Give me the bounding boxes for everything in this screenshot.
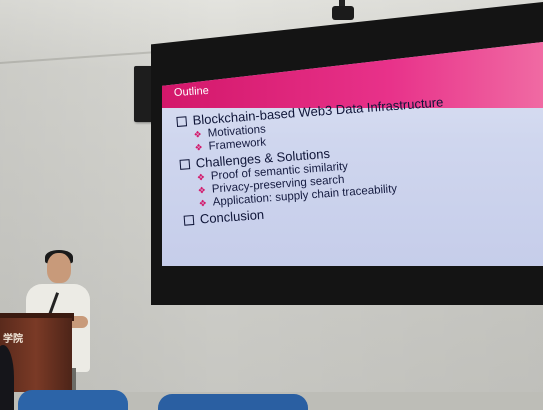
pink-diamond-cluster-icon: ❖ (197, 184, 207, 196)
podium-top (0, 313, 74, 321)
outline-list: Blockchain-based Web3 Data Infrastructur… (176, 86, 543, 229)
audience-chair (158, 394, 308, 410)
square-outline-icon (183, 214, 195, 226)
podium-label: 学院 (3, 334, 23, 345)
square-outline-icon (179, 158, 191, 170)
slide-title: Outline (173, 84, 210, 99)
presenter-head (47, 253, 71, 283)
pink-diamond-cluster-icon: ❖ (198, 197, 208, 209)
pink-diamond-cluster-icon: ❖ (193, 128, 203, 140)
square-outline-icon (176, 115, 188, 127)
outline-item-label: Conclusion (199, 206, 265, 227)
audience-chair (18, 390, 128, 410)
audience-head (0, 345, 14, 410)
presentation-slide: Outline Blockchain-based Web3 Data Infra… (162, 42, 543, 266)
security-camera-icon (330, 0, 356, 24)
pink-diamond-cluster-icon: ❖ (196, 171, 206, 183)
pink-diamond-cluster-icon: ❖ (194, 141, 204, 153)
